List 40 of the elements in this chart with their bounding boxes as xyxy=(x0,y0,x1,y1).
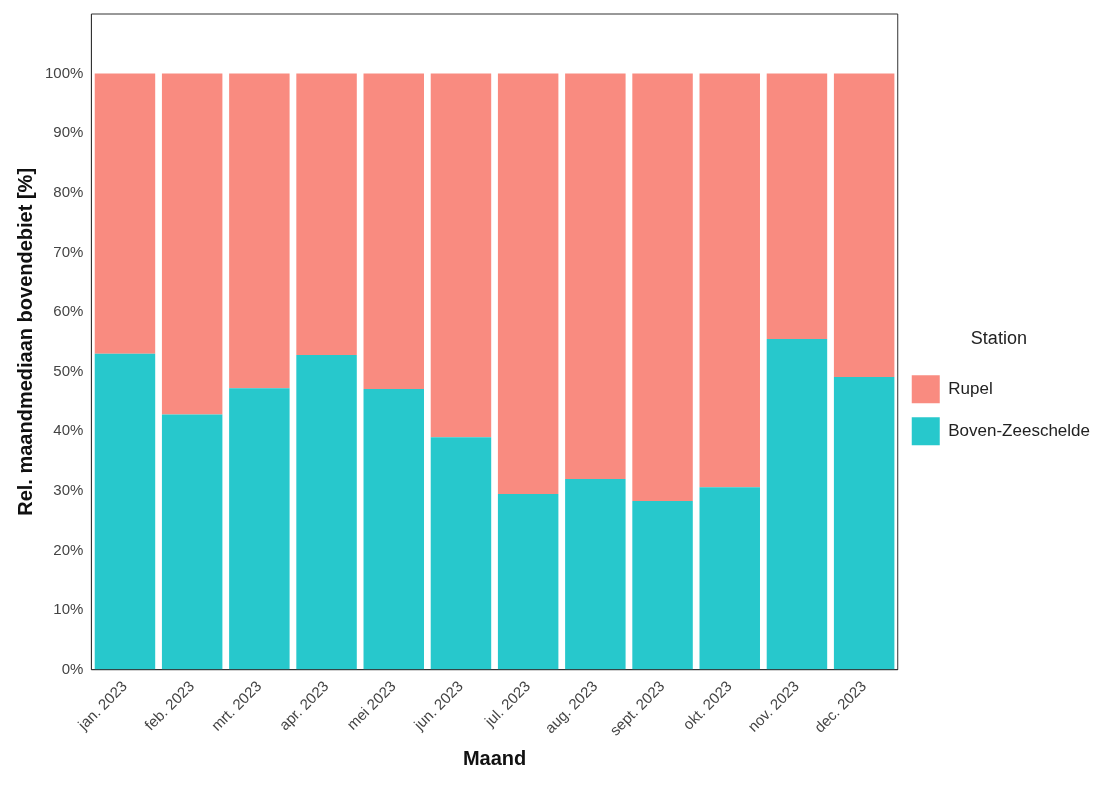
bar xyxy=(363,388,424,670)
bar xyxy=(296,354,357,670)
bar xyxy=(833,377,895,670)
bar xyxy=(229,388,290,670)
bar xyxy=(833,73,895,378)
bar xyxy=(632,73,693,502)
bar xyxy=(565,73,626,479)
bar xyxy=(497,493,559,670)
bar xyxy=(161,414,223,670)
y-tick-label: 10% xyxy=(53,600,84,618)
bar xyxy=(565,478,626,670)
y-axis-title: Rel. maandmediaan bovendebiet [%] xyxy=(13,167,36,516)
bar xyxy=(497,73,559,494)
bar xyxy=(363,73,424,389)
legend-label: Boven-Zeeschelde xyxy=(948,420,1091,440)
legend-title: Station xyxy=(970,327,1027,348)
bar xyxy=(766,338,828,670)
y-tick-label: 70% xyxy=(53,242,84,260)
bar xyxy=(699,487,760,670)
x-axis-title: Maand xyxy=(462,746,527,769)
bar xyxy=(161,73,223,415)
y-tick-label: 60% xyxy=(53,302,84,320)
bar xyxy=(430,437,492,670)
y-tick-label: 0% xyxy=(61,659,84,677)
bar xyxy=(296,73,357,355)
y-tick-label: 40% xyxy=(53,421,84,439)
y-tick-label: 100% xyxy=(44,63,84,81)
y-tick-label: 30% xyxy=(53,481,84,499)
bar xyxy=(632,501,693,670)
bar xyxy=(94,353,156,670)
y-tick-label: 50% xyxy=(53,361,84,379)
bar xyxy=(94,73,156,354)
bar xyxy=(699,73,760,488)
legend-label: Rupel xyxy=(948,378,993,398)
bar xyxy=(430,73,492,438)
bar xyxy=(766,73,828,339)
bar xyxy=(229,73,290,389)
y-tick-label: 20% xyxy=(53,540,84,558)
y-tick-label: 90% xyxy=(53,123,84,141)
y-tick-label: 80% xyxy=(53,182,84,200)
